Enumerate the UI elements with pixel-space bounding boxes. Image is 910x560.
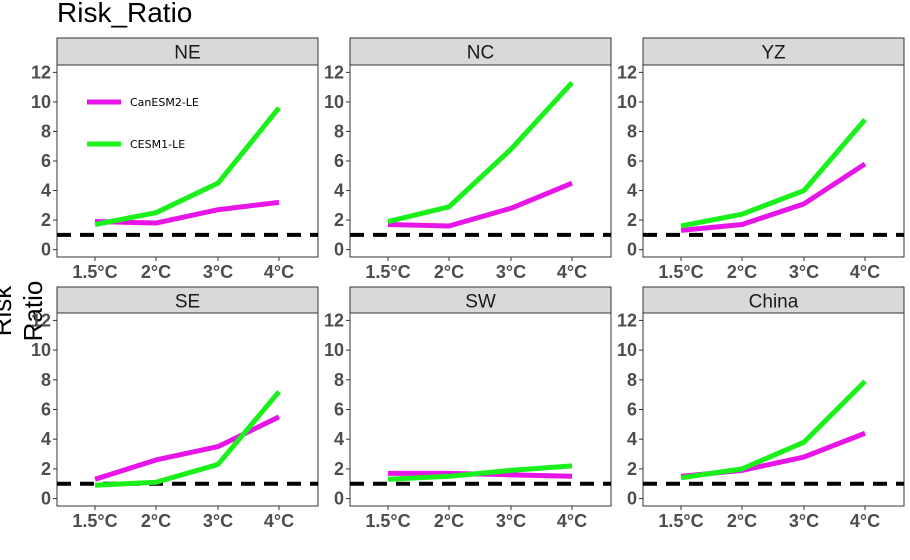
strip-yz: [642, 37, 905, 66]
series-line-se-cesm1-le: [94, 390, 281, 488]
y-tick-label: 6: [334, 400, 344, 420]
series-line-yz-cesm1-le: [680, 118, 867, 229]
x-tick-label: 1.5°C: [658, 511, 703, 531]
x-tick-label: 4°C: [850, 511, 880, 531]
y-tick-label: 6: [627, 151, 637, 171]
y-tick-label: 6: [41, 151, 51, 171]
y-tick-label: 10: [31, 92, 51, 112]
x-tick-label: 4°C: [850, 262, 880, 282]
y-tick-label: 10: [324, 340, 344, 360]
strip-label-china: China: [749, 292, 799, 313]
panel-yz: YZ 0 2 4 6 8 10 12 1.5°C 2°C 3°C 4°C: [617, 37, 905, 282]
x-tick-label: 2°C: [727, 262, 757, 282]
legend-label-canesm2-le: CanESM2-LE: [130, 96, 199, 109]
y-tick-label: 0: [627, 240, 637, 260]
strip-label-yz: YZ: [761, 43, 786, 64]
x-tick-label: 3°C: [496, 511, 526, 531]
series-line-nc-canesm2-le: [387, 180, 573, 229]
x-tick-label: 2°C: [141, 262, 171, 282]
y-tick-label: 2: [334, 210, 344, 230]
y-tick-label: 12: [31, 62, 51, 82]
x-tick-label: 1.5°C: [658, 262, 703, 282]
x-tick-label: 3°C: [203, 262, 233, 282]
strip-label-sw: SW: [465, 292, 496, 313]
y-tick-label: 12: [324, 310, 344, 330]
y-tick-label: 12: [324, 62, 344, 82]
y-tick-label: 6: [41, 400, 51, 420]
y-tick-label: 4: [41, 429, 51, 449]
y-tick-label: 6: [627, 400, 637, 420]
y-tick-label: 8: [627, 370, 637, 390]
strip-se: [56, 286, 319, 315]
x-tick-label: 4°C: [557, 262, 587, 282]
panel-china: China 0 2 4 6 8 10 12 1.5°C 2°C 3°C 4°C: [617, 286, 905, 531]
y-tick-label: 10: [617, 340, 637, 360]
series-line-sw-cesm1-le: [387, 463, 573, 482]
plot-area-ne: [56, 64, 319, 258]
strip-label-se: SE: [175, 292, 200, 313]
x-tick-label: 4°C: [557, 511, 587, 531]
series-line-ne-cesm1-le: [94, 106, 281, 227]
y-tick-label: 8: [334, 370, 344, 390]
series-line-yz-canesm2-le: [680, 161, 867, 233]
x-tick-label: 3°C: [203, 511, 233, 531]
y-tick-label: 4: [41, 181, 51, 201]
y-tick-label: 12: [617, 310, 637, 330]
panel-se: SE 0 2 4 6 8 10 12 1.5°C 2°C 3°C 4°C: [31, 286, 319, 531]
y-tick-label: 0: [334, 240, 344, 260]
x-tick-label: 2°C: [141, 511, 171, 531]
strip-china: [642, 286, 905, 315]
y-tick-label: 12: [617, 62, 637, 82]
y-tick-label: 0: [41, 489, 51, 509]
y-tick-label: 4: [627, 181, 637, 201]
x-tick-label: 3°C: [496, 262, 526, 282]
y-tick-label: 8: [41, 370, 51, 390]
page-title: Risk_Ratio: [57, 0, 193, 28]
y-tick-label: 12: [31, 310, 51, 330]
strip-ne: [56, 37, 319, 66]
x-tick-label: 2°C: [727, 511, 757, 531]
y-tick-label: 0: [41, 240, 51, 260]
y-tick-label: 10: [324, 92, 344, 112]
x-tick-label: 3°C: [789, 262, 819, 282]
x-tick-label: 2°C: [434, 511, 464, 531]
y-tick-label: 0: [627, 489, 637, 509]
x-tick-label: 1.5°C: [72, 262, 117, 282]
y-tick-label: 2: [627, 210, 637, 230]
plot-area-nc: [349, 64, 612, 258]
panel-nc: NC 0 2 4 6 8 10 12 1.5°C 2°C 3°C 4°C: [324, 37, 612, 282]
y-tick-label: 2: [41, 459, 51, 479]
x-tick-label: 1.5°C: [365, 262, 410, 282]
x-tick-label: 1.5°C: [72, 511, 117, 531]
y-tick-label: 2: [334, 459, 344, 479]
y-tick-label: 0: [334, 489, 344, 509]
legend-label-cesm1-le: CESM1-LE: [130, 138, 185, 151]
series-line-nc-cesm1-le: [387, 81, 574, 224]
y-tick-label: 4: [627, 429, 637, 449]
legend: CanESM2-LE CESM1-LE: [87, 96, 199, 151]
y-tick-label: 10: [617, 92, 637, 112]
strip-label-nc: NC: [467, 43, 494, 64]
panel-ne: NE 0 2 4 6 8 10 12 1.5°C 2°C 3°C 4°C CanESM2-LE CESM1…: [31, 37, 319, 282]
x-tick-label: 4°C: [264, 511, 294, 531]
x-tick-label: 2°C: [434, 262, 464, 282]
y-tick-label: 8: [627, 121, 637, 141]
series-line-ne-canesm2-le: [94, 199, 280, 226]
y-tick-label: 4: [334, 429, 344, 449]
y-tick-label: 6: [334, 151, 344, 171]
y-tick-label: 8: [334, 121, 344, 141]
x-tick-label: 4°C: [264, 262, 294, 282]
y-tick-label: 4: [334, 181, 344, 201]
x-tick-label: 3°C: [789, 511, 819, 531]
y-tick-label: 10: [31, 340, 51, 360]
y-tick-label: 8: [41, 121, 51, 141]
panel-sw: SW 0 2 4 6 8 10 12 1.5°C 2°C 3°C 4°C: [324, 286, 612, 531]
series-line-china-cesm1-le: [680, 379, 867, 481]
y-tick-label: 2: [41, 210, 51, 230]
strip-label-ne: NE: [174, 43, 200, 64]
y-tick-label: 2: [627, 459, 637, 479]
x-tick-label: 1.5°C: [365, 511, 410, 531]
